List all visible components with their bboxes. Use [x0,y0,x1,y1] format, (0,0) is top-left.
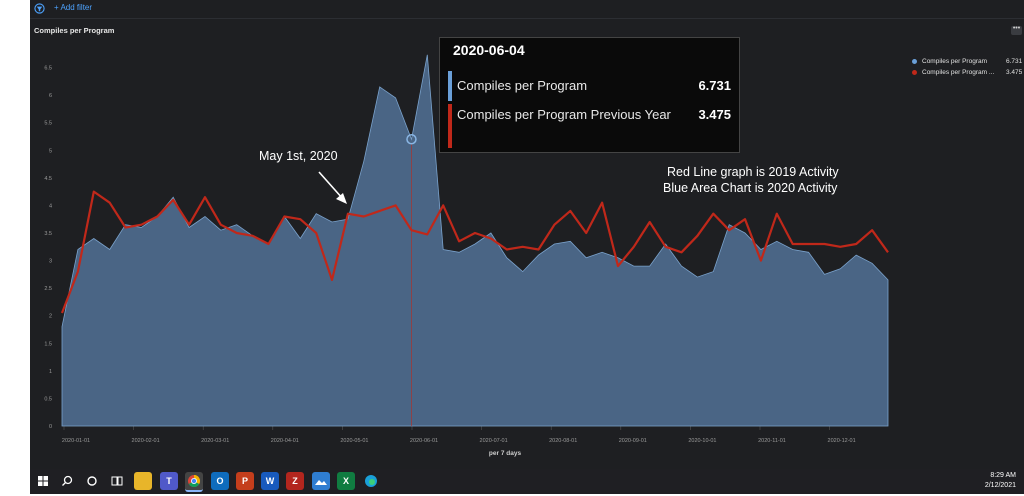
y-tick-label: 3.5 [44,231,52,237]
x-tick-label: 2020-02-01 [132,438,160,444]
chrome-icon[interactable] [185,472,203,492]
tooltip-label: Compiles per Program Previous Year [457,107,671,122]
filezilla-icon[interactable]: Z [286,472,304,490]
tooltip-series-swatch [448,71,452,101]
y-tick-label: 0 [49,424,52,430]
clock-time: 8:29 AM [990,472,1016,479]
legend-value: 3.475 [1006,69,1023,76]
file-explorer-icon[interactable] [134,472,152,490]
teams-icon[interactable]: T [160,472,178,490]
chart-tooltip: 2020-06-04 Compiles per Program 6.731 Co… [439,37,740,153]
x-tick-label: 2020-11-01 [758,438,786,444]
series-area-2020 [61,54,889,427]
legend-item-previous[interactable]: Compiles per Program ... 3.475 [912,69,1022,76]
cortana-icon[interactable] [83,472,101,490]
filter-bar: + Add filter [30,0,1024,19]
x-tick-label: 2020-06-01 [410,438,438,444]
legend-swatch-red-icon [912,69,917,75]
task-view-icon[interactable] [108,472,126,490]
legend-label: Compiles per Program [922,58,988,65]
y-tick-label: 1.5 [44,341,52,347]
annotation-note-line2: Blue Area Chart is 2020 Activity [663,181,838,195]
hover-point-marker [406,134,417,145]
x-tick-label: 2020-05-01 [340,438,368,444]
y-tick-label: 4 [49,203,52,209]
y-tick-label: 1 [49,369,52,375]
clock-date: 2/12/2021 [984,482,1016,489]
taskbar-clock[interactable]: 8:29 AM 2/12/2021 [985,471,1016,491]
y-tick-label: 5 [49,148,52,154]
excel-icon[interactable]: X [337,472,355,490]
legend-swatch-blue-icon [912,58,917,64]
x-tick-label: 2020-01-01 [62,438,90,444]
x-tick-label: 2020-10-01 [688,438,716,444]
legend-item-current[interactable]: Compiles per Program 6.731 [912,58,1022,65]
annotation-arrow-head-icon [336,193,347,204]
panel-menu-button[interactable]: ••• [1011,25,1022,35]
y-tick-label: 0.5 [44,396,52,402]
powerpoint-icon[interactable]: P [236,472,254,490]
y-tick-label: 2 [49,314,52,320]
annotation-note-line1: Red Line graph is 2019 Activity [667,165,839,179]
legend-value: 6.731 [1006,58,1023,65]
y-tick-label: 5.5 [44,121,52,127]
tooltip-label: Compiles per Program [457,78,588,93]
y-tick-label: 3 [49,259,52,265]
y-tick-label: 4.5 [44,176,52,182]
x-tick-label: 2020-08-01 [549,438,577,444]
annotation-may: May 1st, 2020 [259,149,338,163]
windows-start-icon[interactable] [34,472,52,490]
x-tick-label: 2020-12-01 [828,438,856,444]
x-axis-title: per 7 days [489,450,522,457]
add-filter-button[interactable]: + Add filter [54,3,93,12]
y-tick-label: 6 [49,93,52,99]
tooltip-date: 2020-06-04 [453,42,525,58]
x-tick-label: 2020-09-01 [619,438,647,444]
tooltip-value: 3.475 [698,107,731,122]
tooltip-value: 6.731 [698,78,731,93]
tooltip-series-swatch [448,104,452,148]
edge-icon[interactable] [362,472,380,490]
y-tick-label: 2.5 [44,286,52,292]
annotation-arrow-shaft [318,171,344,200]
legend-label: Compiles per Program ... [922,69,995,76]
filter-icon[interactable] [34,3,45,14]
x-tick-label: 2020-07-01 [480,438,508,444]
search-icon[interactable] [58,472,76,490]
taskbar: T O P W Z X 8:29 AM 2/12/2021 [30,469,1024,494]
x-tick-label: 2020-04-01 [271,438,299,444]
photos-icon[interactable] [312,472,330,490]
outlook-icon[interactable]: O [211,472,229,490]
panel-title: Compiles per Program [34,26,115,35]
x-tick-label: 2020-03-01 [201,438,229,444]
chart: 0 0.5 1 1.5 2 2.5 3 3.5 4 4.5 5 5.5 6 6.5 2020-01-01 20… [44,54,889,457]
series-line-2019 [60,190,889,314]
word-icon[interactable]: W [261,472,279,490]
y-tick-label: 6.5 [44,66,52,72]
